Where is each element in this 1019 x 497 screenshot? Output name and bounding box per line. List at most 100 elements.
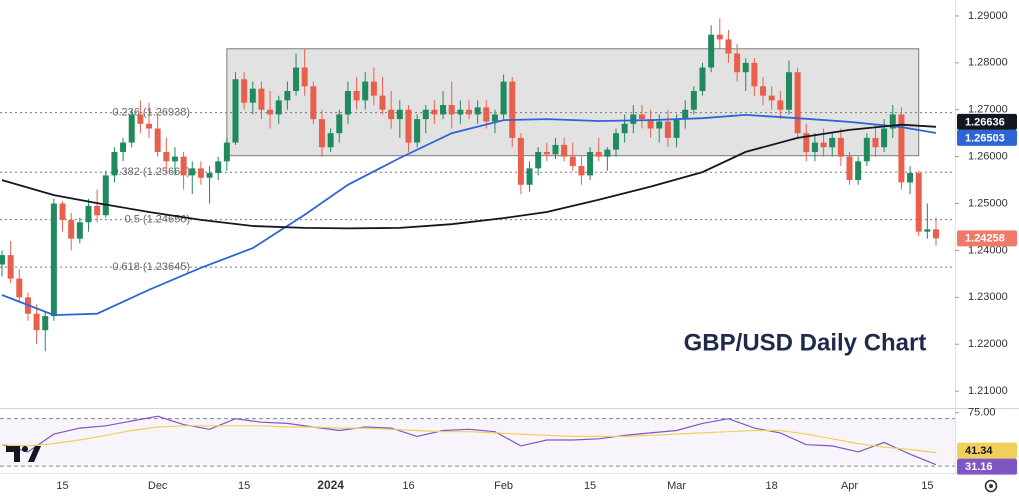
plot: 0.236 (1.26938) 0.382 (1.25667) 0.5 (1.246… xyxy=(0,10,1017,492)
candle-body xyxy=(543,151,550,155)
candle-body xyxy=(171,156,178,162)
candle-body xyxy=(690,90,697,110)
candle-body xyxy=(405,109,412,143)
candle-body xyxy=(500,81,507,115)
candle-body xyxy=(811,142,818,152)
y-tick-label: 1.23000 xyxy=(968,291,1008,303)
candle-body xyxy=(154,128,161,152)
candle-body xyxy=(284,90,291,101)
candle-body xyxy=(163,151,170,162)
candle-body xyxy=(491,114,498,122)
candle-body xyxy=(915,173,922,232)
logo-mark xyxy=(28,446,41,462)
y-tick-label: 1.29000 xyxy=(968,10,1008,22)
candle-body xyxy=(327,133,334,148)
candle-body xyxy=(837,137,844,157)
candle-body xyxy=(613,133,620,150)
candle-body xyxy=(872,137,879,148)
candle-body xyxy=(621,123,628,134)
candle-body xyxy=(42,316,49,331)
candle-body xyxy=(94,205,101,216)
candle-body xyxy=(933,229,939,239)
settings-button[interactable] xyxy=(984,479,998,493)
gear-icon[interactable] xyxy=(984,479,998,493)
y-tick-label: 1.22000 xyxy=(968,338,1008,350)
candle-body xyxy=(137,114,144,124)
candle-body xyxy=(907,173,914,183)
price-tag-label: 31.16 xyxy=(965,461,993,473)
price-tag-label: 1.24258 xyxy=(965,233,1005,245)
candle-body xyxy=(569,156,576,167)
candle-body xyxy=(448,105,455,115)
candle-body xyxy=(128,114,135,143)
candle-body xyxy=(223,142,230,162)
candle-body xyxy=(604,149,611,157)
candle-body xyxy=(820,142,827,148)
x-tick-label: Mar xyxy=(667,480,686,492)
candle-body xyxy=(742,62,749,73)
candle-body xyxy=(794,72,801,134)
candle-body xyxy=(829,137,836,148)
fib-label: 0.5 (1.24656) xyxy=(125,214,190,226)
candle-body xyxy=(102,175,109,216)
candle-body xyxy=(509,81,516,138)
candle-body xyxy=(751,62,758,87)
moving-average xyxy=(1,123,937,230)
candle-body xyxy=(716,34,723,40)
price-tag-label: 1.26503 xyxy=(965,132,1005,144)
x-tick-label: Apr xyxy=(841,480,858,492)
candle-body xyxy=(440,105,447,115)
x-tick-label: 16 xyxy=(402,480,414,492)
candle-body xyxy=(785,72,792,110)
candle-body xyxy=(249,88,256,103)
candle-body xyxy=(673,119,680,138)
gear-hub xyxy=(989,484,993,488)
candle-body xyxy=(301,67,308,87)
candle-body xyxy=(215,161,222,174)
candle-body xyxy=(85,205,92,223)
candle-body xyxy=(318,119,325,148)
price-tag-label: 1.26636 xyxy=(965,116,1005,128)
price-tag xyxy=(957,442,1017,459)
candle-body xyxy=(760,86,767,96)
y-tick-label: 1.24000 xyxy=(968,244,1008,256)
candle-body xyxy=(76,222,83,239)
candle-body xyxy=(474,107,481,115)
candle-body xyxy=(587,151,594,176)
y-tick-label: 1.21000 xyxy=(968,385,1008,397)
x-tick-label: 15 xyxy=(584,480,596,492)
candle-body xyxy=(267,109,274,115)
candle-body xyxy=(682,109,689,120)
y-tick-label: 1.28000 xyxy=(968,57,1008,69)
price-tag xyxy=(957,113,1017,130)
candle-body xyxy=(855,161,862,181)
candle-body xyxy=(275,100,282,115)
candle-body xyxy=(578,166,585,176)
candle-body xyxy=(431,109,438,115)
candle-body xyxy=(59,203,66,220)
candle-body xyxy=(457,109,464,115)
candle-body xyxy=(50,203,57,317)
x-tick-label: 15 xyxy=(238,480,250,492)
candle-body xyxy=(725,39,732,54)
candle-body xyxy=(206,173,213,178)
rsi-band xyxy=(0,418,955,467)
x-tick-label: 15 xyxy=(56,480,68,492)
candle-body xyxy=(863,137,870,162)
candle-body xyxy=(552,144,559,155)
x-tick-label: 2024 xyxy=(317,478,344,492)
candle-body xyxy=(803,133,810,152)
candle-body xyxy=(379,95,386,110)
candle-body xyxy=(768,95,775,101)
candle-body xyxy=(561,144,568,157)
candle-body xyxy=(310,86,317,120)
rsi-tick-label: 75.00 xyxy=(968,407,996,419)
price-tag-label: 41.34 xyxy=(965,445,993,457)
candle-body xyxy=(734,53,741,73)
rsi-line xyxy=(1,425,937,454)
candle-body xyxy=(889,114,896,129)
candle-body xyxy=(526,168,533,185)
candle-body xyxy=(422,109,429,120)
